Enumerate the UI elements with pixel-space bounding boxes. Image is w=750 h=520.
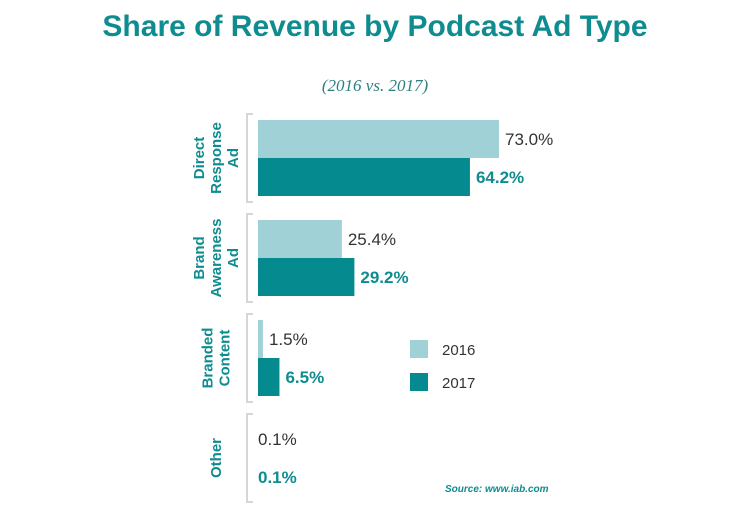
data-label-2016: 73.0%: [505, 130, 553, 149]
category-label: Other: [208, 438, 225, 478]
bar-2016: [258, 320, 263, 358]
source-note: Source: www.iab.com: [445, 484, 549, 495]
category-label: BrandedContent: [200, 328, 234, 389]
data-label-2016: 0.1%: [258, 430, 297, 449]
chart-title: Share of Revenue by Podcast Ad Type: [102, 10, 648, 43]
data-label-2017: 64.2%: [476, 168, 524, 187]
group-bracket: [246, 413, 253, 503]
legend-label-2017: 2017: [442, 375, 475, 392]
group-bracket: [246, 113, 253, 203]
data-label-2017: 0.1%: [258, 468, 297, 487]
chart-subtitle: (2016 vs. 2017): [321, 76, 429, 95]
legend-label-2016: 2016: [442, 342, 475, 359]
bar-2016: [258, 120, 499, 158]
category-label: DirectResponseAd: [191, 122, 242, 194]
bar-2017: [258, 158, 470, 196]
group-bracket: [246, 213, 253, 303]
data-label-2016: 25.4%: [348, 230, 396, 249]
legend-swatch-2017: [410, 373, 428, 391]
bar-2016: [258, 220, 342, 258]
data-label-2017: 6.5%: [285, 368, 324, 387]
category-label: BrandAwarenessAd: [191, 219, 242, 298]
legend-swatch-2016: [410, 340, 428, 358]
data-label-2017: 29.2%: [360, 268, 408, 287]
bar-2017: [258, 358, 280, 396]
bar-2017: [258, 258, 355, 296]
group-bracket: [246, 313, 253, 403]
data-label-2016: 1.5%: [269, 330, 308, 349]
